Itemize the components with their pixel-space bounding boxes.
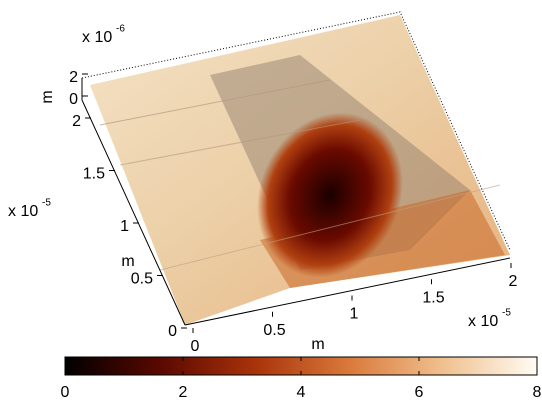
x-axis-tick-label: 0 xyxy=(191,338,200,355)
y-axis-tick-label: 0 xyxy=(168,323,177,340)
y-axis-tick-label: 1.5 xyxy=(83,166,105,183)
x-axis-tick-label: 1 xyxy=(350,306,359,323)
z-axis-multiplier: x 10 xyxy=(82,29,112,46)
y-axis-multiplier: x 10 xyxy=(8,203,38,220)
axes-box xyxy=(81,11,511,326)
z-axis-label: m xyxy=(39,90,56,103)
y-axis-tick-label: 1 xyxy=(120,218,129,235)
x-axis-label: m xyxy=(311,336,324,353)
y-axis-label: m xyxy=(121,253,134,270)
y-axis-exponent: -5 xyxy=(42,198,51,209)
colorbar-tick-label: 0 xyxy=(61,384,70,401)
x-axis-exponent: -5 xyxy=(502,308,511,319)
x-axis-tick-label: 0.5 xyxy=(263,322,285,339)
y-axis-tick-label: 2 xyxy=(72,113,81,130)
x-axis-multiplier: x 10 xyxy=(468,313,498,330)
colorbar-tick-label: 8 xyxy=(533,384,542,401)
colorbar-tick-label: 6 xyxy=(415,384,424,401)
z-axis-tick-label: 2 xyxy=(69,69,78,86)
x-axis-tick-label: 2 xyxy=(509,273,518,290)
x-axis-tick-label: 1.5 xyxy=(422,289,444,306)
z-axis-exponent: -6 xyxy=(116,24,125,35)
y-axis-tick-label: 0.5 xyxy=(131,271,153,288)
z-axis-tick-label: 0 xyxy=(69,91,78,108)
colorbar-tick-label: 2 xyxy=(179,384,188,401)
colorbar-tick-label: 4 xyxy=(297,384,306,401)
surface xyxy=(90,15,510,325)
